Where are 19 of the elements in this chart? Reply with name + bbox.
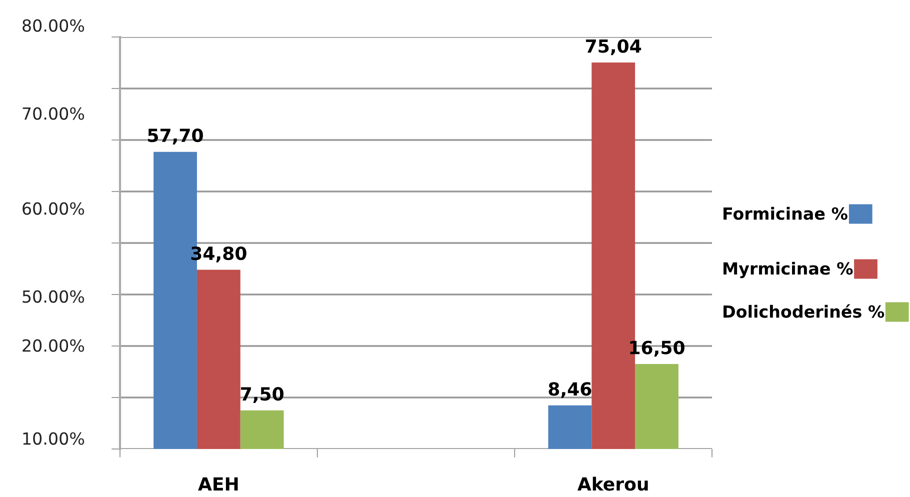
data-label: 75,04 <box>586 39 642 56</box>
bar <box>240 410 284 449</box>
text: 80.00% <box>22 19 84 32</box>
x-tick-label: AEH <box>198 477 238 490</box>
bar <box>196 270 240 449</box>
data-label: 8,46 <box>548 382 592 398</box>
data-label: 7,50 <box>241 387 284 404</box>
legend-label: Dolichoderinés % <box>724 304 884 318</box>
bar <box>548 405 592 449</box>
text: 70.00% <box>22 107 84 120</box>
text: 50.00% <box>22 290 84 303</box>
bar <box>635 364 678 449</box>
legend-label: Myrmicinae % <box>724 262 853 278</box>
x-tick-label: Akerou <box>577 476 648 491</box>
text: 10.00% <box>23 432 84 445</box>
text: 60.00% <box>22 202 84 215</box>
text: 20.00% <box>22 339 84 352</box>
legend-label: Formicinae % <box>724 206 848 220</box>
data-label: 57,70 <box>148 128 203 144</box>
